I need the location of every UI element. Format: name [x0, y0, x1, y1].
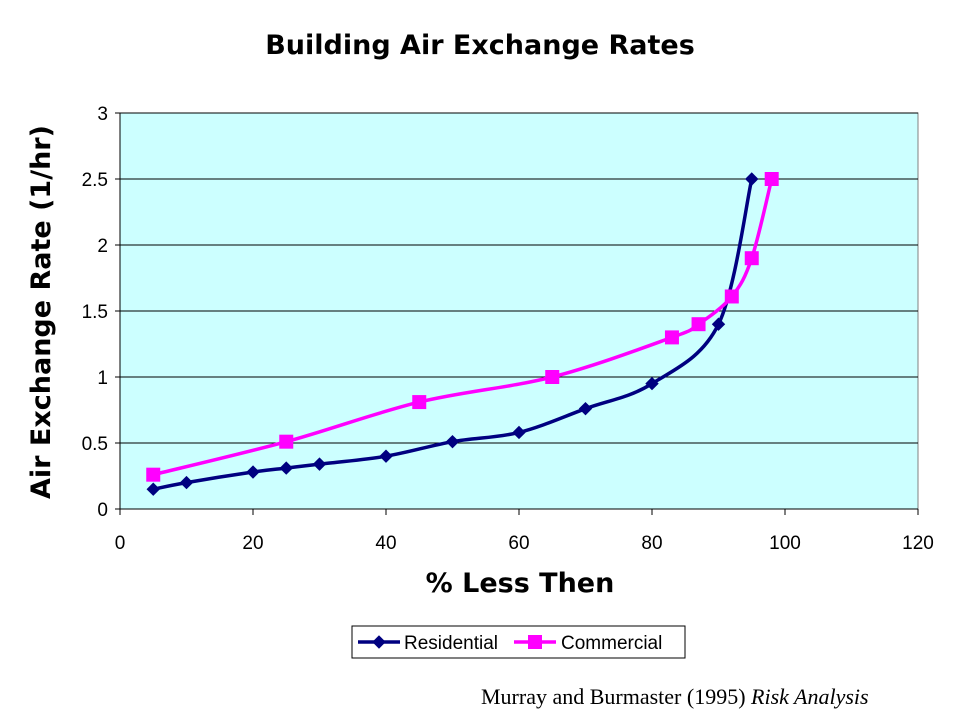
series-residential [146, 172, 759, 496]
legend-residential-marker [372, 635, 386, 649]
legend-commercial-marker [528, 635, 542, 649]
commercial-point [691, 317, 706, 332]
citation: Murray and Burmaster (1995) Risk Analysi… [481, 684, 869, 710]
residential-point [711, 317, 726, 331]
residential-point [512, 425, 526, 440]
y-tick-labels: 0 0.5 1 1.5 2 2.5 3 [82, 104, 108, 521]
commercial-point [146, 467, 161, 482]
x-tick-label: 0 [115, 533, 126, 554]
residential-point [445, 434, 460, 449]
series [146, 172, 779, 496]
commercial-point [744, 251, 759, 266]
residential-point [146, 482, 160, 496]
x-tick-label: 100 [769, 533, 801, 554]
chart-title: Building Air Exchange Rates [265, 30, 695, 61]
commercial-point [545, 370, 560, 384]
x-tick-label: 20 [242, 533, 263, 554]
residential-point [379, 449, 393, 463]
residential-point [745, 172, 759, 186]
series-commercial [146, 172, 779, 482]
citation-authors: Murray and Burmaster (1995) [481, 684, 746, 709]
y-tick-label: 0 [97, 500, 108, 521]
axes [119, 113, 918, 510]
y-tick-label: 1 [97, 368, 108, 389]
x-tick-label: 120 [902, 533, 934, 554]
y-tick-label: 2.5 [82, 170, 108, 191]
legend-commercial-label: Commercial [561, 633, 662, 654]
x-tick-labels: 0 20 40 60 80 100 120 [115, 533, 934, 554]
x-tick-label: 80 [641, 533, 662, 554]
y-tick-label: 3 [97, 104, 108, 125]
x-tick-label: 40 [375, 533, 396, 554]
y-tick-label: 0.5 [82, 434, 108, 455]
residential-point [578, 401, 593, 416]
citation-journal: Risk Analysis [751, 684, 869, 709]
commercial-line [152, 178, 774, 477]
commercial-point [279, 434, 294, 449]
y-tick-label: 2 [97, 236, 108, 257]
residential-point [279, 461, 293, 475]
y-tick-label: 1.5 [82, 302, 108, 323]
commercial-point [664, 330, 679, 345]
residential-point [312, 457, 327, 471]
legend: Residential Commercial [351, 625, 686, 659]
residential-point [246, 465, 260, 479]
residential-point [179, 475, 194, 490]
legend-residential-label: Residential [404, 633, 498, 654]
y-axis-title: Air Exchange Rate (1/hr) [26, 125, 57, 499]
residential-point [645, 376, 659, 391]
commercial-point [764, 172, 779, 186]
gridlines [115, 112, 919, 515]
commercial-point [412, 395, 427, 410]
commercial-point [724, 289, 739, 304]
x-tick-label: 60 [508, 533, 529, 554]
x-axis-title: % Less Then [426, 568, 615, 599]
